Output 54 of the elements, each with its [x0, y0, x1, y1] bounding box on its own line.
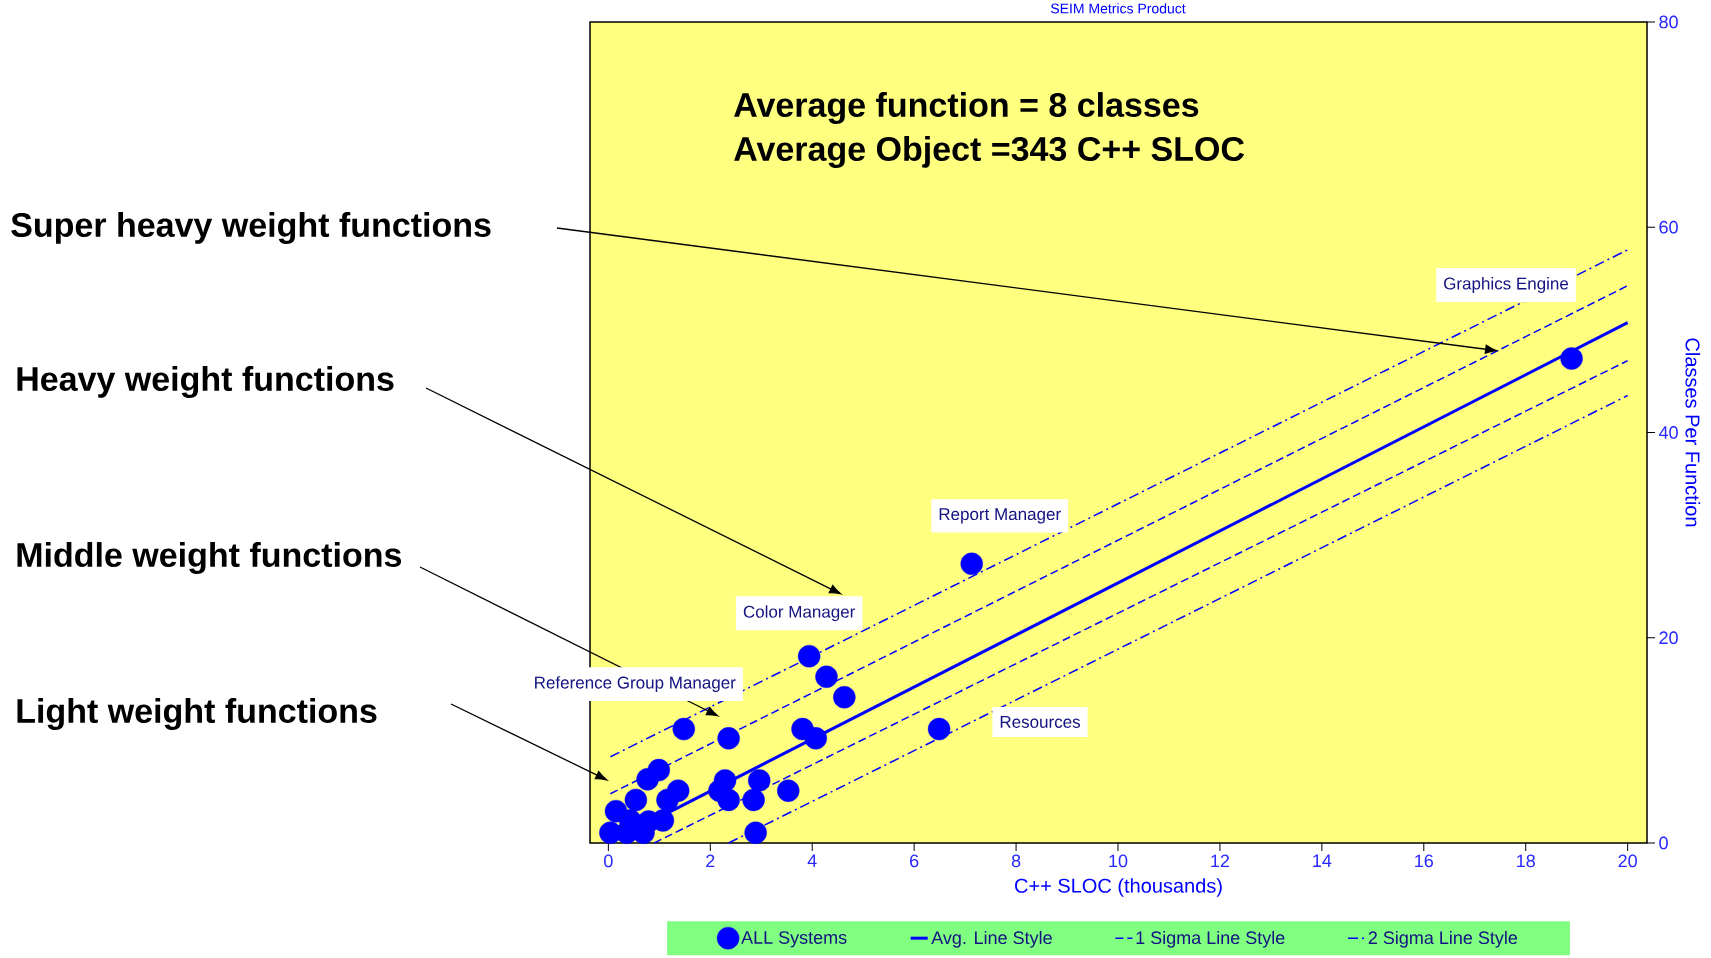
annotation: Report Manager: [939, 508, 1061, 524]
point: [833, 686, 856, 709]
y-tick-label: 60: [1659, 220, 1678, 234]
text: Middle weight functions: [17, 542, 402, 574]
chart-title: SEIM Metrics Product: [1050, 3, 1186, 14]
x-tick-label: 18: [1517, 854, 1535, 868]
annotation: Color Manager: [743, 605, 856, 622]
point: [637, 810, 660, 833]
legend-label: Avg. Line Style: [931, 930, 1052, 948]
x-tick-label: 12: [1211, 854, 1230, 868]
point: [717, 727, 740, 750]
y-tick-label: 20: [1659, 631, 1678, 645]
point: [815, 665, 838, 688]
annotation: Reference Group Manager: [535, 676, 736, 692]
annotation: Average function = 8 classes: [734, 92, 1199, 124]
x-tick-label: 0: [604, 854, 613, 868]
x-tick-label: 2: [706, 854, 715, 868]
y-tick-label: 0: [1659, 836, 1668, 850]
text: Light weight functions: [17, 698, 377, 730]
legend-label: ALL Systems: [741, 931, 847, 948]
y-tick-label: 40: [1658, 426, 1678, 439]
point: [672, 717, 695, 741]
point: [1560, 347, 1583, 370]
annotation: Average Object =343 C++ SLOC: [734, 136, 1245, 168]
point: [604, 799, 628, 823]
point: [804, 727, 827, 750]
x-tick-label: 4: [807, 854, 817, 867]
x-tick-label: 14: [1313, 854, 1332, 867]
point: [713, 769, 737, 792]
point: [927, 717, 951, 741]
x-tick-label: 6: [910, 854, 919, 868]
x-tick-label: 20: [1618, 854, 1637, 868]
y-tick-label: 80: [1659, 15, 1678, 29]
annotation: Graphics Engine: [1444, 277, 1569, 293]
x-axis-title: C++ SLOC (thousands): [1015, 878, 1222, 897]
point: [744, 821, 767, 844]
legend-label: 2 Sigma Line Style: [1368, 930, 1518, 948]
x-tick-label: 16: [1415, 854, 1433, 868]
text: Super heavy weight functions: [11, 212, 491, 244]
point: [717, 788, 740, 812]
annotation: Resources: [1000, 716, 1081, 728]
point: [748, 769, 771, 792]
x-tick-label: 8: [1011, 854, 1021, 868]
point: [777, 779, 800, 802]
y-axis-title: Classes Per Function: [1685, 338, 1701, 527]
legend-label: 1 Sigma Line Style: [1136, 930, 1285, 948]
point: [742, 788, 765, 812]
point: [797, 645, 821, 668]
point: [960, 552, 983, 576]
point: [656, 788, 679, 812]
point: [624, 788, 648, 812]
point: [636, 768, 659, 791]
x-tick-label: 10: [1109, 854, 1128, 868]
text: Heavy weight functions: [17, 366, 394, 398]
